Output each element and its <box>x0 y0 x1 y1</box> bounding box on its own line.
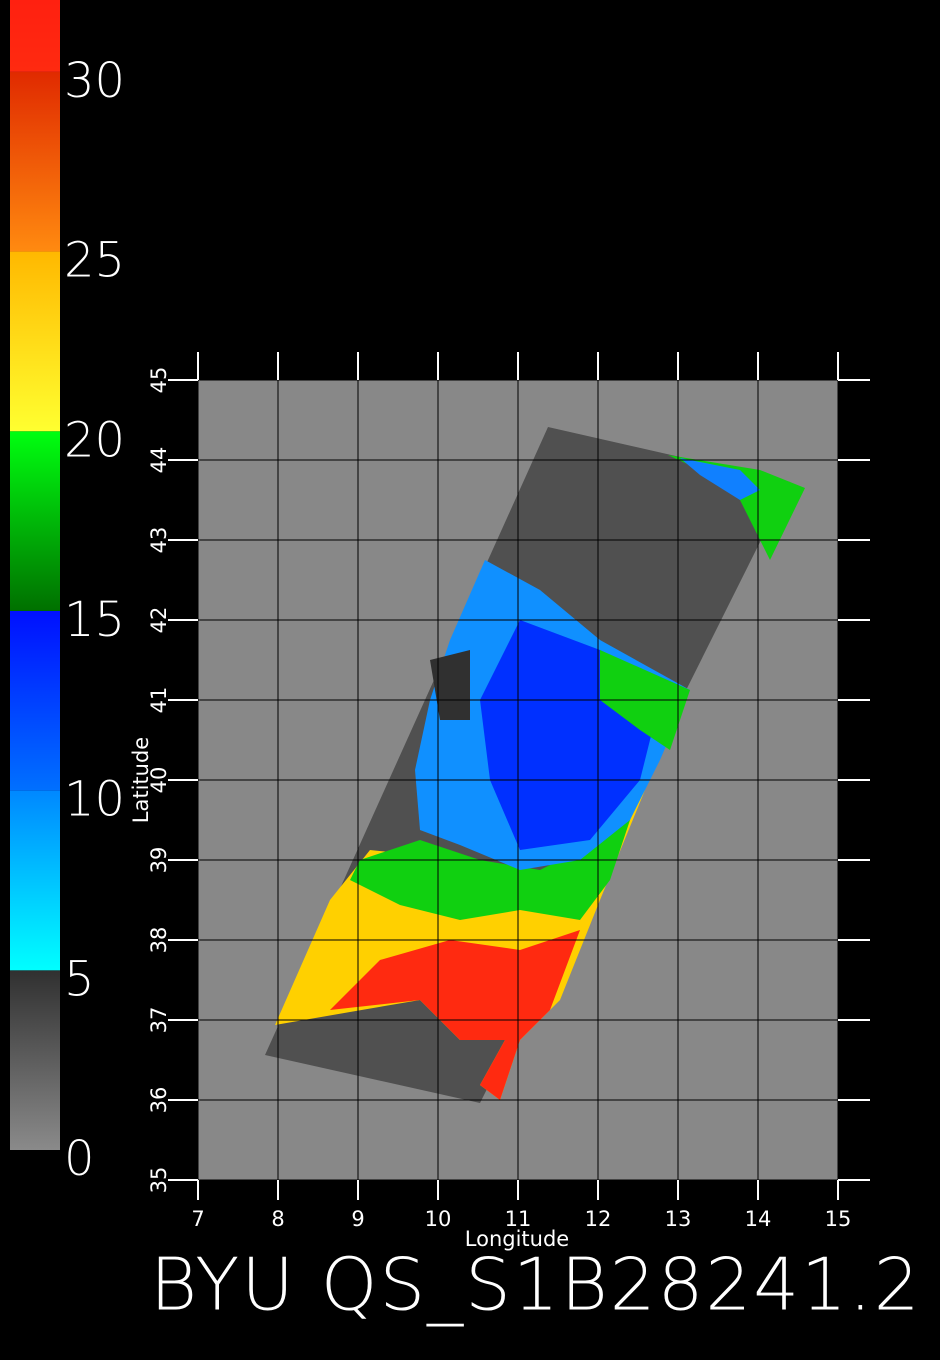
colorbar-tick-label: 20 <box>64 412 125 468</box>
x-tick-label: 7 <box>191 1207 204 1231</box>
x-tick-label: 9 <box>351 1207 364 1231</box>
colorbar-tick-label: 5 <box>64 951 95 1007</box>
swath-green <box>350 790 640 920</box>
y-tick-label: 41 <box>147 687 171 714</box>
y-tick-label: 45 <box>147 367 171 394</box>
colorbar-tick-label: 15 <box>64 592 125 648</box>
y-tick-label: 44 <box>147 447 171 474</box>
colorbar-segment <box>10 251 60 432</box>
x-tick-label: 15 <box>825 1207 852 1231</box>
x-tick-label: 8 <box>271 1207 284 1231</box>
y-tick-label: 35 <box>147 1167 171 1194</box>
x-tick-label: 14 <box>745 1207 772 1231</box>
x-tick-label: 13 <box>665 1207 692 1231</box>
colorbar-segment <box>10 610 60 791</box>
map-plot <box>197 379 839 1181</box>
x-tick-label: 11 <box>505 1207 532 1231</box>
colorbar-tick-label: 10 <box>64 772 125 828</box>
swath-dark-patch <box>430 650 470 720</box>
swath-top-right-blue <box>680 458 760 500</box>
y-tick-label: 39 <box>147 847 171 874</box>
x-tick-label: 12 <box>585 1207 612 1231</box>
colorbar-segment <box>10 71 60 252</box>
colorbar-tick-label: 25 <box>64 233 125 289</box>
y-tick-label: 40 <box>147 767 171 794</box>
colorbar-segment <box>10 790 60 971</box>
x-axis-title: Longitude <box>465 1227 569 1251</box>
caption: BYU QS_S1B28241.2 <box>150 1243 922 1327</box>
swath-top-right <box>668 455 805 560</box>
y-tick-label: 37 <box>147 1007 171 1034</box>
y-tick-label: 42 <box>147 607 171 634</box>
y-tick-label: 36 <box>147 1087 171 1114</box>
colorbar-segment <box>10 0 60 72</box>
y-tick-label: 43 <box>147 527 171 554</box>
y-tick-label: 38 <box>147 927 171 954</box>
colorbar-segment <box>10 970 60 1150</box>
colorbar-tick-label: 30 <box>64 53 125 109</box>
y-axis-title: Latitude <box>129 737 153 823</box>
x-tick-label: 10 <box>425 1207 452 1231</box>
colorbar-segment <box>10 431 60 611</box>
colorbar-tick-label: 0 <box>64 1131 95 1187</box>
